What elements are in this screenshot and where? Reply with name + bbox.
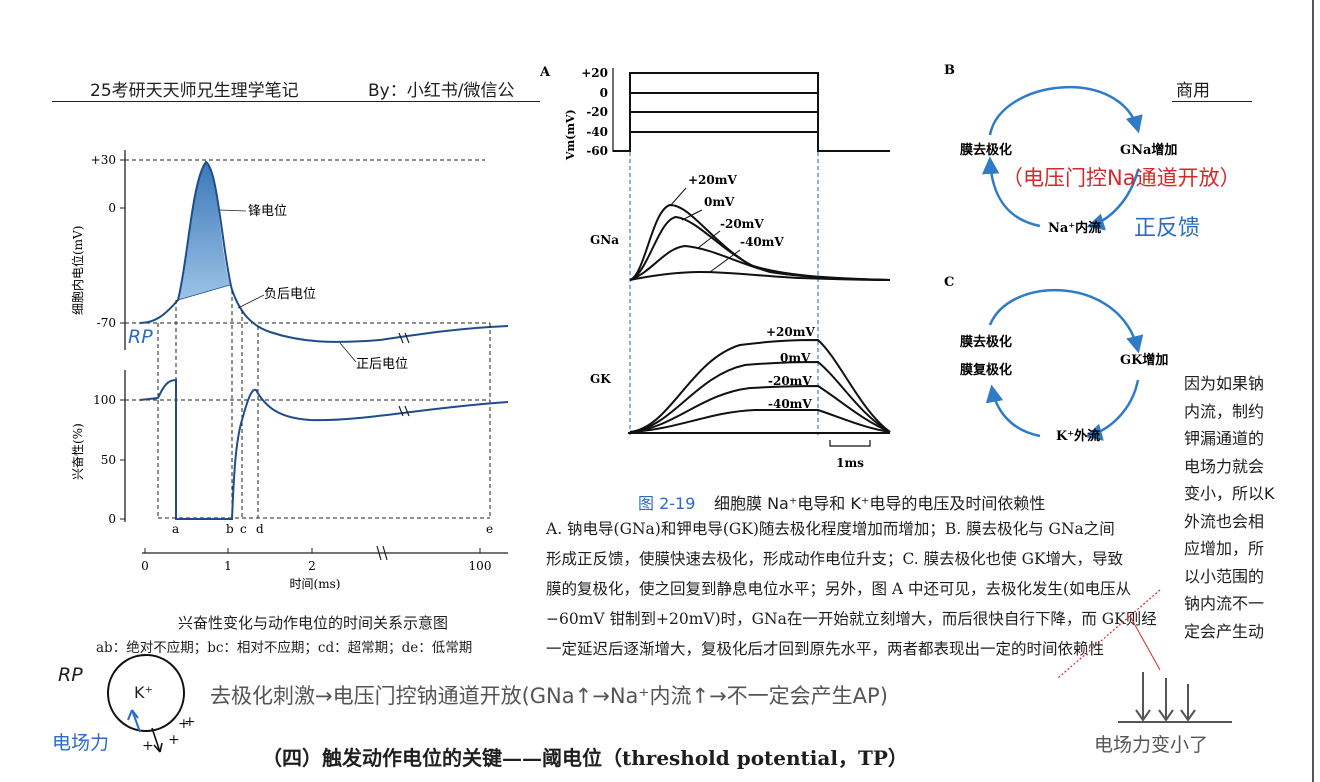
gk-label: GK xyxy=(590,372,611,386)
top-ytick-30: +30 xyxy=(91,153,116,167)
header-title: 25考研天天师兄生理学笔记 xyxy=(90,81,299,101)
time-tick-100: 100 xyxy=(469,559,492,573)
side-note-line-2: 内流，制约 xyxy=(1184,401,1265,421)
pos-after-label: 正后电位 xyxy=(356,357,408,372)
figure-caption-number: 图 2-19 xyxy=(638,494,696,513)
period-d: d xyxy=(256,522,264,536)
top-ylabel: 细胞内电位(mV) xyxy=(70,226,85,315)
header-by: By：小红书/微信公 xyxy=(368,81,515,101)
period-e: e xyxy=(486,522,493,536)
svg-text:+: + xyxy=(184,714,196,730)
svg-text:+: + xyxy=(178,716,190,732)
vm-tick-20: +20 xyxy=(581,66,608,80)
vm-tick-neg60: -60 xyxy=(586,144,608,158)
figure-2-19-panel-b: B 膜去极化 GNa增加 Na⁺内流 xyxy=(944,63,1177,236)
caption-line-4: −60mV 钳制到+20mV)时，GNa在一开始就立刻增大，而后很快自行下降，而… xyxy=(546,610,1157,628)
side-note-line-7: 应增加，所 xyxy=(1184,539,1265,558)
left-figure-caption: 兴奋性变化与动作电位的时间关系示意图 xyxy=(178,614,449,632)
side-note-line-1: 因为如果钠 xyxy=(1184,374,1265,393)
rp-annotation-top: RP xyxy=(128,326,153,348)
electric-force-label: 电场力 xyxy=(52,732,110,754)
side-note-line-6: 外流也会相 xyxy=(1184,511,1265,531)
period-a: a xyxy=(172,522,179,536)
force-smaller-annotation: 电场力变小了 xyxy=(1094,734,1209,756)
positive-feedback-note: 正反馈 xyxy=(1134,216,1201,241)
time-tick-0: 0 xyxy=(141,559,149,573)
voltage-gate-note: （电压门控Na通道开放） xyxy=(1002,166,1241,190)
panel-b-left: 膜去极化 xyxy=(960,142,1012,158)
caption-line-3: 膜的复极化，使之回复到静息电位水平；另外，图 A 中还可见，去极化发生(如电压从 xyxy=(546,580,1132,598)
chain-annotation: 去极化刺激→电压门控钠通道开放(GNa↑→Na⁺内流↑→不一定会产生AP) xyxy=(210,684,888,708)
gna-curve-neg20: -20mV xyxy=(720,217,764,231)
scale-bar-label: 1ms xyxy=(836,456,864,470)
svg-text:+: + xyxy=(142,738,154,754)
header-right-label: 商用 xyxy=(1176,81,1210,101)
page-edge xyxy=(1312,0,1314,782)
left-figure-legend: ab：绝对不应期；bc：相对不应期；cd：超常期；de：低常期 xyxy=(96,640,473,656)
panel-a-label: A xyxy=(540,65,551,80)
k-ion-label: K⁺ xyxy=(134,683,153,702)
caption-line-2: 形成正反馈，使膜快速去极化，形成动作电位升支；C. 膜去极化也使 GK增大，导致 xyxy=(546,550,1124,568)
bottom-ytick-100: 100 xyxy=(93,393,116,407)
panel-b-label: B xyxy=(944,63,955,78)
top-ytick-0: 0 xyxy=(108,201,116,215)
period-b: b xyxy=(226,522,234,536)
bottom-annotation-strokes: + + + + xyxy=(107,589,1232,754)
gna-curve-0: 0mV xyxy=(704,195,735,209)
time-tick-2: 2 xyxy=(308,559,316,573)
caption-line-5: 一定延迟后逐渐增大，复极化后才回到原先水平，两者都表现出一定的时间依赖性 xyxy=(546,640,1105,658)
figure-2-19-panel-c: C 膜去极化 膜复极化 GK增加 K⁺外流 xyxy=(944,275,1168,444)
bottom-ytick-0: 0 xyxy=(108,512,116,526)
header-underline xyxy=(52,101,540,102)
rp-annotation-bottom: RP xyxy=(58,664,83,686)
side-note-line-3: 钾漏通道的 xyxy=(1184,429,1265,448)
panel-c-label: C xyxy=(944,275,954,290)
bottom-ytick-50: 50 xyxy=(101,453,116,467)
panel-c-left-2: 膜复极化 xyxy=(960,362,1012,378)
side-note: 因为如果钠 内流，制约 钾漏通道的 电场力就会 变小，所以K 外流也会相 应增加… xyxy=(1184,370,1304,645)
period-c: c xyxy=(240,522,247,536)
gk-curve-0: 0mV xyxy=(780,351,811,365)
side-note-line-10: 定会产生动 xyxy=(1184,621,1265,641)
vm-tick-neg20: -20 xyxy=(586,105,608,119)
gna-curve-20: +20mV xyxy=(688,173,737,187)
caption-line-1: A. 钠电导(GNa)和钾电导(GK)随去极化程度增加而增加；B. 膜去极化与 … xyxy=(546,520,1115,538)
side-note-line-4: 电场力就会 xyxy=(1184,456,1265,476)
spike-label: 锋电位 xyxy=(248,204,287,219)
time-tick-1: 1 xyxy=(224,559,232,573)
side-note-line-8: 以小范围的 xyxy=(1184,566,1265,586)
vm-axis-label: Vm(mV) xyxy=(564,109,577,161)
gna-curve-neg40: -40mV xyxy=(740,235,784,249)
vm-tick-0: 0 xyxy=(600,86,608,100)
gk-curve-neg20: -20mV xyxy=(768,374,812,388)
panel-c-left-1: 膜去极化 xyxy=(960,334,1012,350)
time-axis-label: 时间(ms) xyxy=(290,577,341,591)
figure-caption-title: 细胞膜 Na⁺电导和 K⁺电导的电压及时间依赖性 xyxy=(714,494,1046,513)
left-figure: +30 0 -70 细胞内电位(mV) 锋电位 负后电位 正后电位 100 50… xyxy=(70,150,509,591)
panel-b-bottom: Na⁺内流 xyxy=(1048,220,1101,236)
panel-c-right: GK增加 xyxy=(1120,352,1168,368)
side-note-line-5: 变小，所以K xyxy=(1184,484,1275,503)
gk-curve-neg40: -40mV xyxy=(768,397,812,411)
neg-after-label: 负后电位 xyxy=(264,287,316,302)
gk-curve-20: +20mV xyxy=(766,325,815,339)
bottom-ylabel: 兴奋性(%) xyxy=(71,423,85,480)
top-ytick-neg70: -70 xyxy=(97,316,116,330)
panel-c-bottom: K⁺外流 xyxy=(1056,428,1100,444)
svg-text:+: + xyxy=(168,732,180,748)
section-heading: （四）触发动作电位的关键——阈电位（threshold potential，TP… xyxy=(262,746,908,770)
header-right-underline xyxy=(1172,101,1252,102)
side-note-line-9: 钠内流不一 xyxy=(1184,594,1265,613)
gna-label: GNa xyxy=(590,233,619,247)
figure-2-19-panel-a: A Vm(mV) +20 0 -20 -40 -60 GNa +20mV 0mV… xyxy=(540,65,891,470)
panel-b-right: GNa增加 xyxy=(1120,142,1177,158)
vm-tick-neg40: -40 xyxy=(586,125,608,139)
